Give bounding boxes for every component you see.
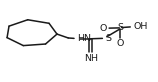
Text: S: S [106, 34, 112, 43]
Text: HN: HN [77, 34, 91, 43]
Text: OH: OH [134, 22, 148, 31]
Text: NH: NH [84, 54, 98, 63]
Text: O: O [117, 39, 124, 48]
Text: S: S [117, 23, 123, 32]
Text: O: O [99, 24, 107, 33]
